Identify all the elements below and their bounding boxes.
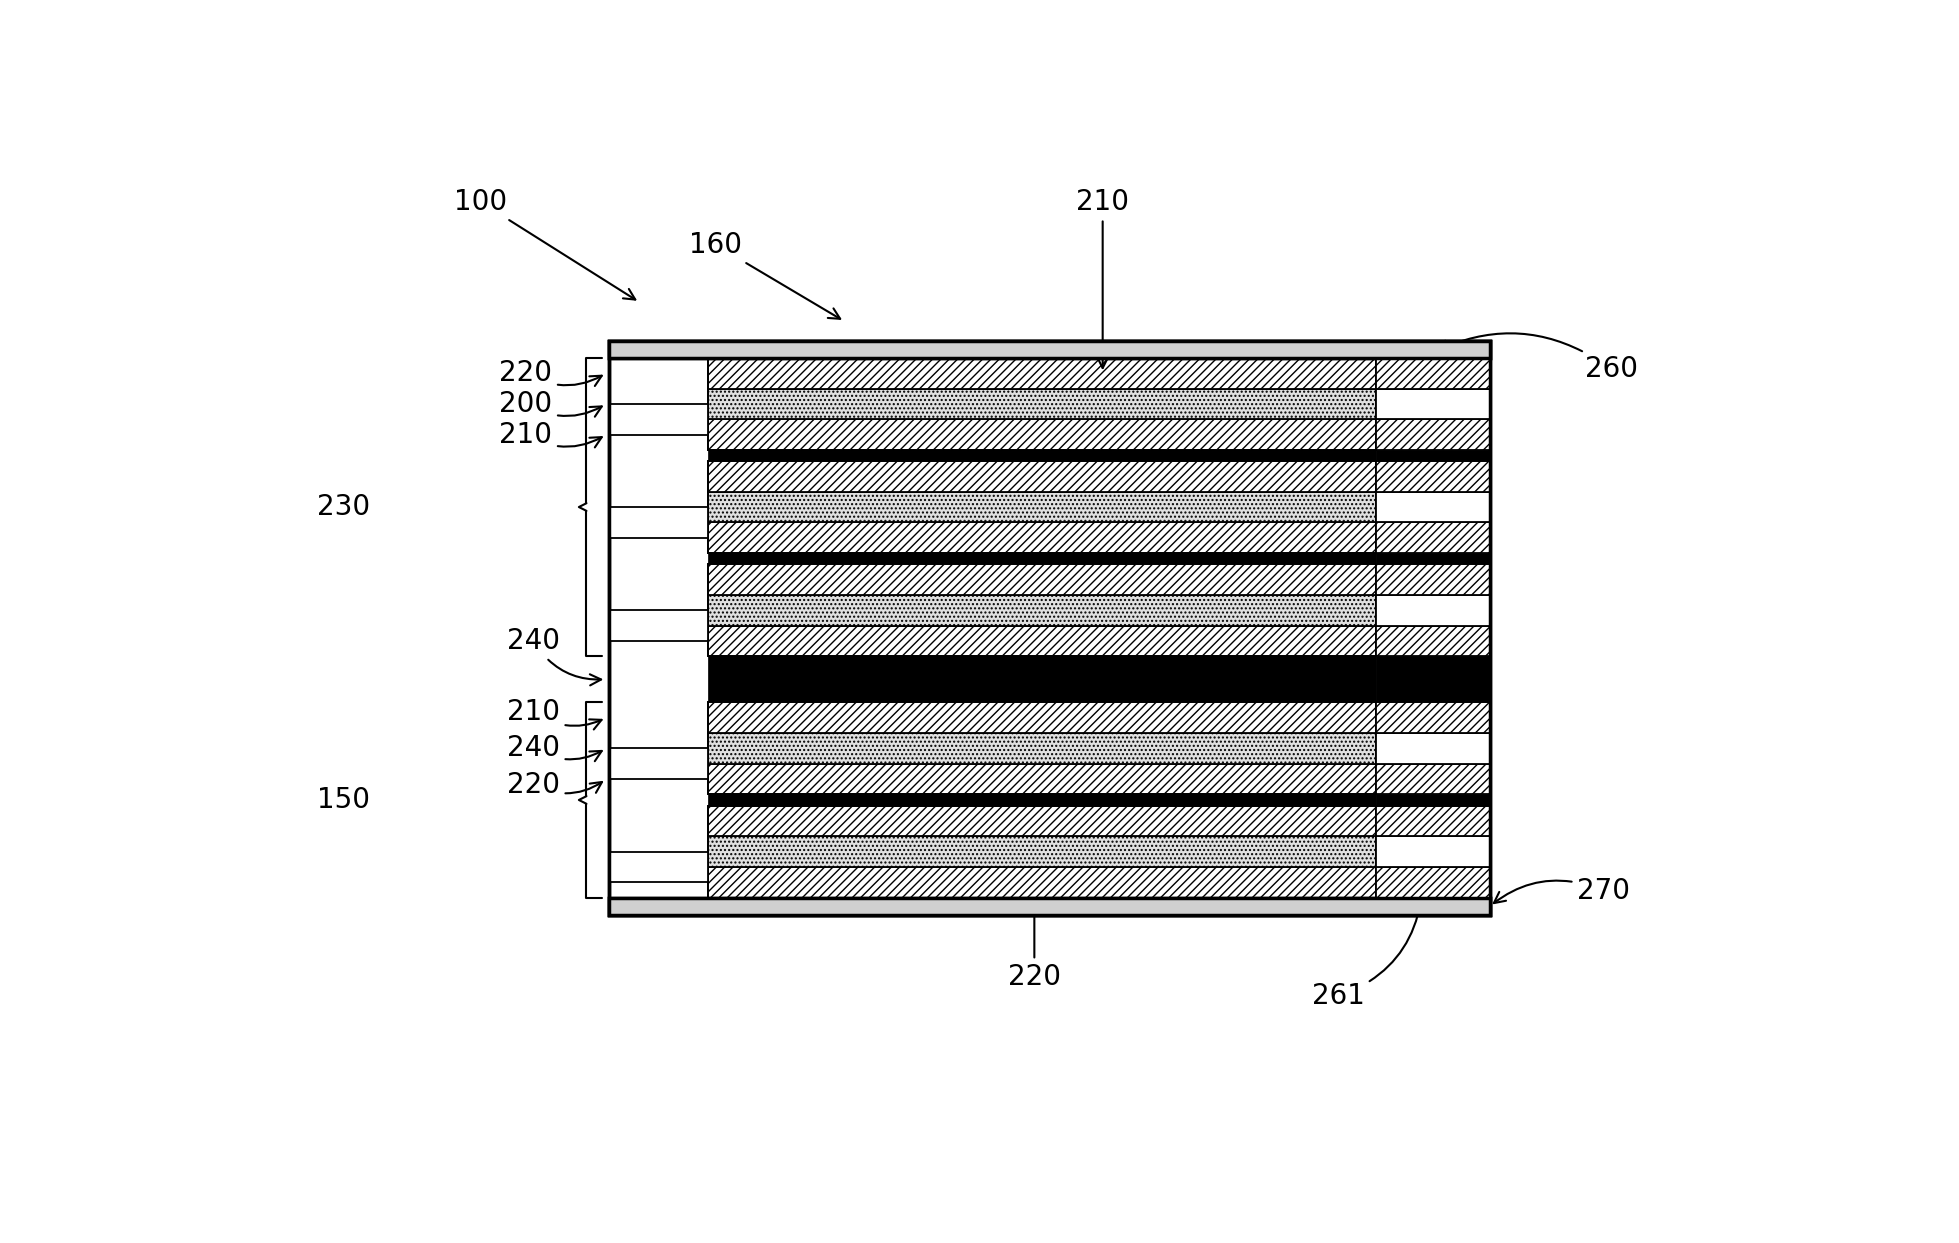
Text: 210: 210 — [1075, 188, 1128, 368]
Bar — [707, 419, 1375, 450]
Bar — [707, 794, 1375, 805]
Bar — [707, 358, 1375, 389]
Bar — [609, 404, 707, 435]
Bar — [707, 553, 1375, 564]
Bar — [609, 610, 707, 641]
Text: 200: 200 — [500, 390, 601, 418]
Bar — [609, 341, 1491, 358]
Bar — [707, 389, 1375, 419]
Text: 261: 261 — [1313, 902, 1424, 1011]
Bar — [707, 625, 1375, 656]
Text: 150: 150 — [317, 786, 370, 814]
Bar — [1375, 389, 1491, 419]
Bar — [707, 763, 1375, 794]
Bar — [1375, 805, 1491, 837]
Text: 100: 100 — [454, 188, 635, 300]
Bar — [609, 341, 1491, 915]
Bar — [707, 805, 1375, 897]
Text: 210: 210 — [500, 420, 601, 449]
Bar — [609, 341, 1491, 915]
Bar — [609, 341, 1491, 358]
Text: 210: 210 — [507, 697, 601, 730]
Bar — [1375, 733, 1491, 763]
Bar — [707, 492, 1375, 522]
Bar — [707, 837, 1375, 866]
Bar — [1375, 625, 1491, 656]
Bar — [1375, 522, 1491, 553]
Text: 270: 270 — [1495, 876, 1630, 905]
Bar — [1375, 866, 1491, 897]
Bar — [707, 733, 1375, 763]
Bar — [609, 507, 707, 538]
Bar — [1375, 837, 1491, 866]
Bar — [1375, 358, 1491, 389]
Text: 220: 220 — [500, 359, 601, 387]
Bar — [707, 522, 1375, 553]
Text: 160: 160 — [690, 231, 840, 319]
Text: 220: 220 — [1007, 902, 1062, 991]
Text: 260: 260 — [1438, 333, 1638, 383]
Bar — [1375, 794, 1491, 805]
Bar — [707, 564, 1375, 595]
Text: 240: 240 — [507, 735, 601, 762]
Bar — [1375, 564, 1491, 595]
Bar — [609, 748, 707, 779]
Bar — [1375, 553, 1491, 564]
Bar — [707, 805, 1375, 837]
Bar — [1375, 702, 1491, 733]
Bar — [707, 461, 1375, 553]
Bar — [1375, 450, 1491, 461]
Bar — [1375, 492, 1491, 522]
Bar — [609, 897, 1491, 915]
Bar — [707, 702, 1375, 733]
Bar — [1375, 763, 1491, 794]
Bar — [1375, 656, 1491, 702]
Bar — [609, 897, 1491, 915]
Bar — [1375, 461, 1491, 492]
Bar — [707, 564, 1375, 656]
Text: 220: 220 — [507, 771, 601, 799]
Bar — [609, 851, 707, 883]
Bar — [707, 461, 1375, 492]
Text: 230: 230 — [317, 493, 370, 521]
Bar — [707, 450, 1375, 461]
Bar — [707, 702, 1375, 794]
Bar — [707, 358, 1375, 450]
Text: 240: 240 — [507, 626, 601, 685]
Bar — [1375, 419, 1491, 450]
Bar — [707, 595, 1375, 625]
Bar — [1375, 595, 1491, 625]
Bar — [707, 656, 1375, 702]
Bar — [707, 866, 1375, 897]
